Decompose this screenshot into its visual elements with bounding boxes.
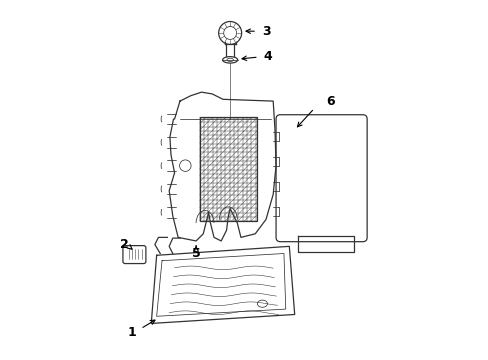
Polygon shape [151,246,294,323]
Text: 4: 4 [263,50,272,63]
Text: 3: 3 [261,25,270,38]
Text: 5: 5 [191,247,200,260]
FancyBboxPatch shape [276,115,366,242]
Circle shape [179,160,191,171]
Circle shape [218,22,241,44]
Text: 6: 6 [325,95,334,108]
Text: 1: 1 [127,326,136,339]
Ellipse shape [222,57,237,63]
Polygon shape [169,92,276,241]
FancyBboxPatch shape [122,246,145,264]
Bar [199,117,257,221]
Text: 2: 2 [120,238,128,251]
